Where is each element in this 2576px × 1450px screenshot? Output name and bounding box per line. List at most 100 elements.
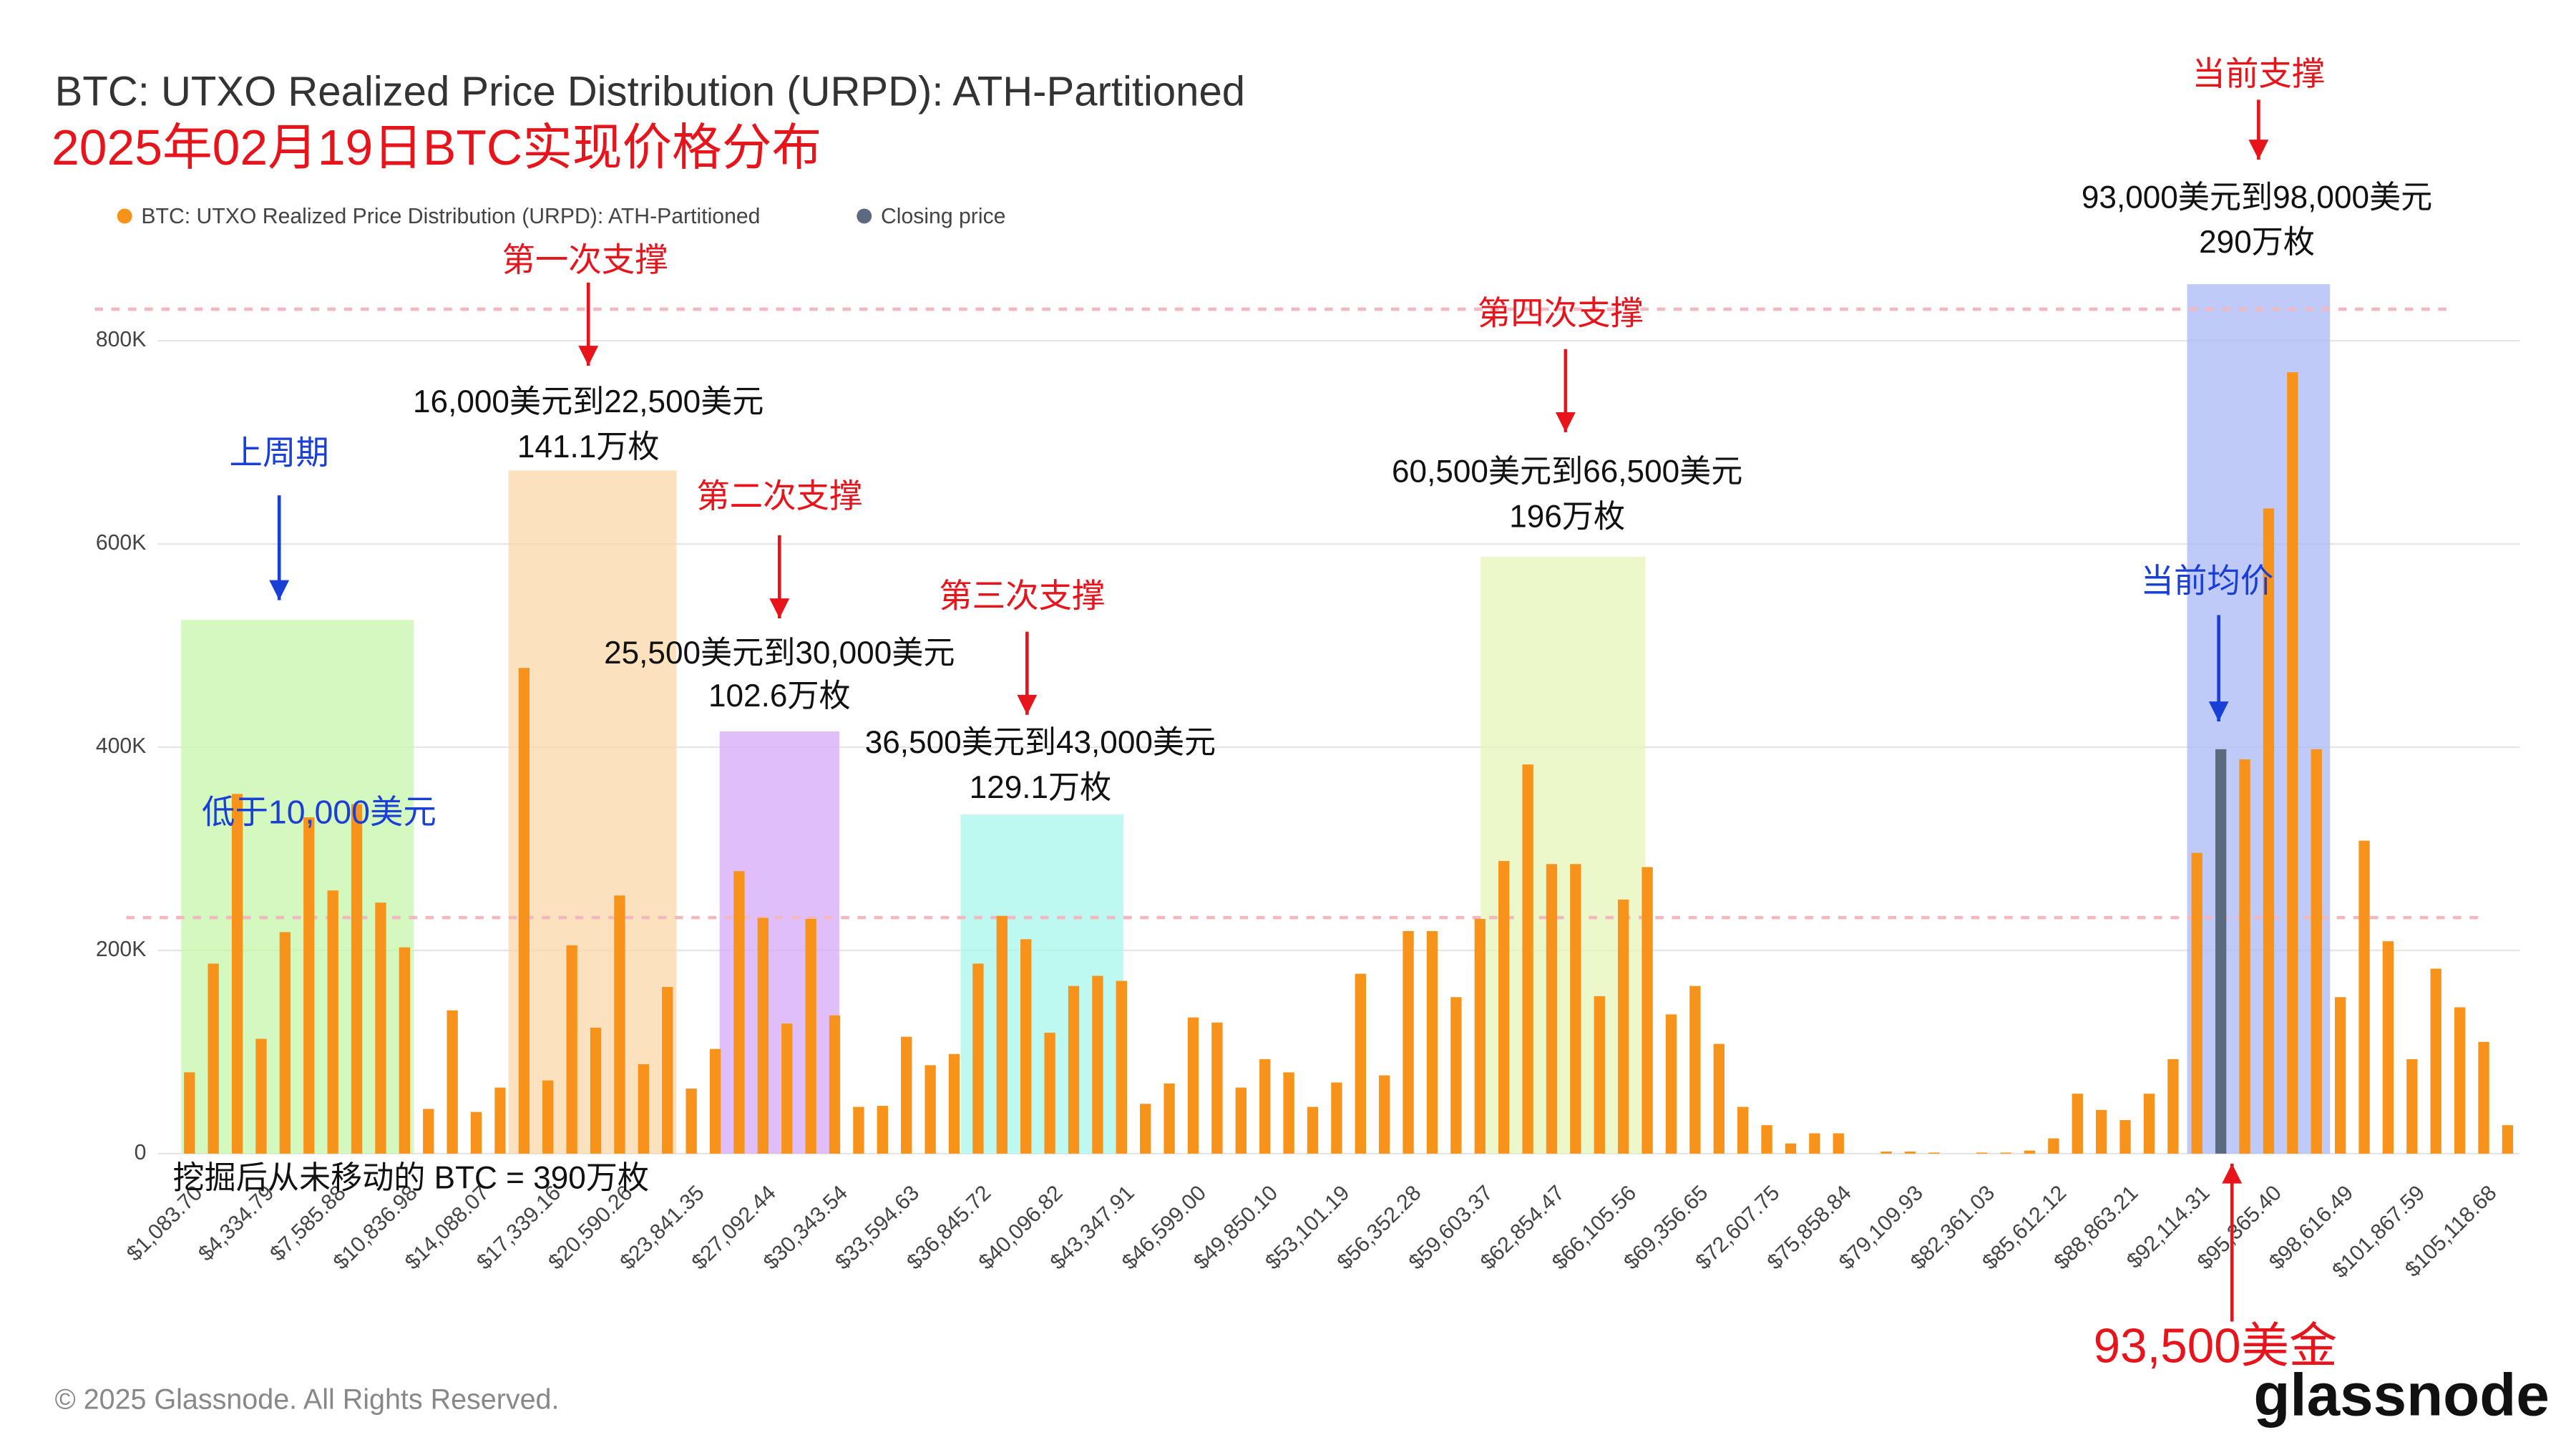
bar: [590, 1027, 602, 1154]
bar: [757, 918, 769, 1154]
bar: [1163, 1083, 1175, 1154]
bar: [2096, 1109, 2107, 1154]
bar: [781, 1023, 793, 1154]
bar: [1976, 1152, 1988, 1154]
bar: [1259, 1059, 1271, 1154]
bar: [1498, 861, 1510, 1154]
legend-marker: [117, 208, 132, 224]
bar: [542, 1080, 554, 1154]
bar: [447, 1010, 458, 1154]
chart-subtitle: 2025年02月19日BTC实现价格分布: [52, 120, 821, 175]
annotation: 129.1万枚: [970, 770, 1112, 805]
bar: [2334, 997, 2346, 1154]
bar: [255, 1038, 267, 1154]
bar: [1426, 930, 1438, 1154]
bar: [996, 915, 1008, 1154]
bar: [1092, 975, 1103, 1154]
bar: [1880, 1152, 1892, 1154]
bar: [686, 1089, 697, 1154]
bar: [1068, 986, 1080, 1154]
arrow-head: [578, 346, 599, 366]
y-tick-label: 400K: [96, 734, 147, 758]
bar: [399, 947, 411, 1154]
bar: [877, 1106, 889, 1154]
arrow-head: [2248, 140, 2269, 160]
bar: [2239, 759, 2250, 1154]
arrow-head: [269, 580, 290, 600]
bar: [1618, 899, 1629, 1154]
bar: [901, 1036, 912, 1154]
bar: [2167, 1059, 2179, 1154]
bar: [1116, 981, 1127, 1154]
chart-title: BTC: UTXO Realized Price Distribution (U…: [55, 69, 1245, 115]
annotation: 25,500美元到30,000美元: [604, 636, 955, 671]
bar: [1020, 939, 1032, 1154]
bar: [1737, 1106, 1749, 1154]
bar: [1594, 996, 1605, 1154]
bar: [351, 804, 363, 1154]
bar: [1713, 1043, 1724, 1154]
bar: [924, 1065, 936, 1154]
bar: [1379, 1075, 1390, 1154]
annotation: 141.1万枚: [517, 429, 660, 464]
annotation: 93,000美元到98,000美元: [2082, 180, 2432, 215]
logo: glassnode: [2253, 1361, 2550, 1429]
annotation: 第四次支撑: [1478, 295, 1644, 332]
bar: [733, 871, 745, 1154]
bar: [2000, 1152, 2011, 1154]
bar: [208, 963, 219, 1154]
bar: [1641, 867, 1653, 1154]
bar: [303, 817, 315, 1154]
annotation: 93,500美金: [2094, 1320, 2338, 1373]
legend-label: BTC: UTXO Realized Price Distribution (U…: [141, 205, 760, 228]
bar: [566, 945, 577, 1154]
bar: [470, 1111, 482, 1154]
bar: [1187, 1017, 1199, 1154]
bar: [638, 1064, 650, 1154]
arrow-head: [769, 598, 790, 619]
y-tick-label: 600K: [96, 531, 147, 555]
bar: [2143, 1094, 2155, 1154]
arrow-head: [1555, 412, 1576, 432]
bar: [1833, 1133, 1844, 1154]
y-tick-label: 800K: [96, 328, 147, 351]
bar: [1809, 1133, 1820, 1154]
bar: [1928, 1152, 1940, 1154]
bar: [184, 1072, 195, 1154]
bar: [231, 794, 243, 1154]
bar: [853, 1106, 864, 1154]
bar: [1283, 1072, 1294, 1154]
bar: [2215, 749, 2227, 1154]
annotation: 60,500美元到66,500美元: [1392, 454, 1742, 490]
annotation: 102.6万枚: [708, 678, 851, 714]
bar: [948, 1054, 960, 1154]
bar: [1211, 1022, 1223, 1154]
bar: [2454, 1007, 2466, 1154]
bar: [2119, 1120, 2131, 1154]
bar: [1044, 1032, 1055, 1154]
bar: [1665, 1014, 1677, 1154]
bar: [1402, 930, 1414, 1154]
arrow-head: [2222, 1163, 2243, 1184]
bar: [1546, 864, 1558, 1154]
legend-label: Closing price: [881, 205, 1006, 228]
annotation: 第二次支撑: [696, 477, 862, 515]
bar: [2502, 1125, 2514, 1154]
bar: [1355, 973, 1366, 1154]
bar: [1140, 1104, 1151, 1154]
annotation: 低于10,000美元: [202, 793, 436, 830]
annotation: 当前支撑: [2192, 55, 2326, 92]
bar: [1474, 918, 1485, 1154]
bar: [1307, 1106, 1319, 1154]
annotation: 290万枚: [2199, 225, 2315, 260]
bar: [1235, 1087, 1246, 1154]
bar: [662, 987, 673, 1154]
bar: [2311, 749, 2322, 1154]
bar: [2358, 840, 2370, 1154]
annotation: 第一次支撑: [502, 241, 668, 278]
annotation: 当前均价: [2141, 562, 2274, 599]
bar: [1785, 1143, 1797, 1154]
bar: [2191, 852, 2202, 1154]
annotation: 上周期: [230, 434, 329, 472]
